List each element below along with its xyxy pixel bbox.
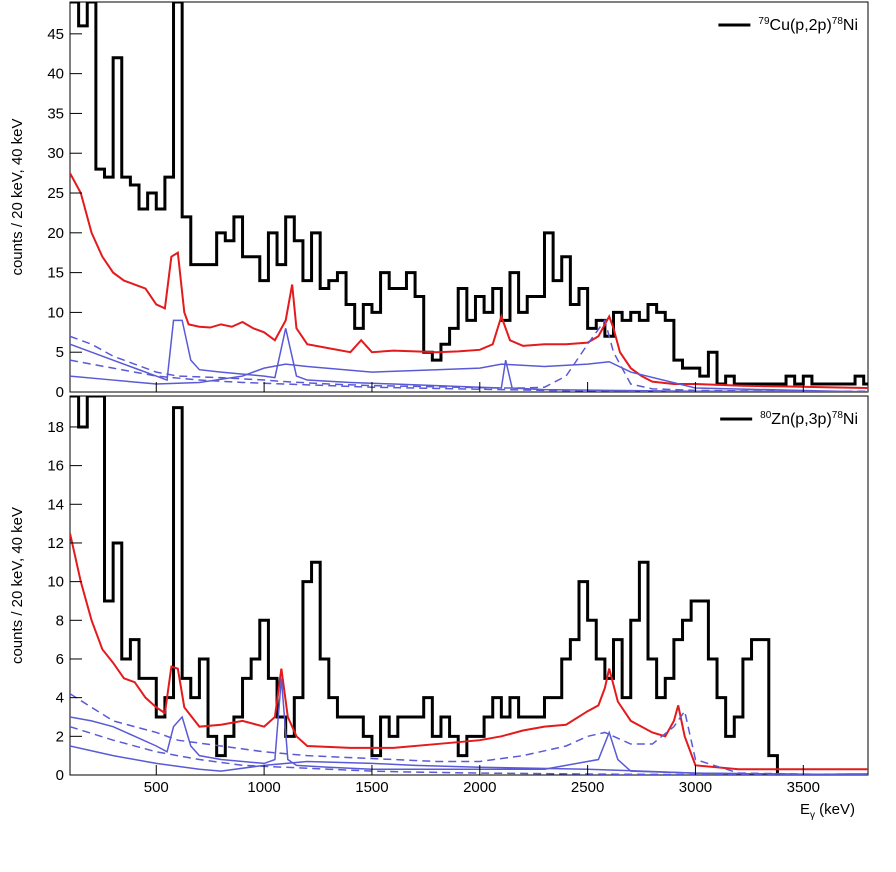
data-histogram-40kev: [70, 396, 868, 775]
bottom-panel: 500 1000 1500 2000 2500 3000 3500 0 2 4 6 8 10 12 14 16…: [9, 395, 869, 796]
y-axis-title: counts / 20 keV, 40 keV: [9, 118, 26, 275]
y-tick-label: 20: [47, 225, 64, 242]
x-tick-label: 2500: [571, 779, 604, 796]
y-tick-label: 10: [47, 574, 64, 591]
component-curve-3: [70, 678, 868, 775]
y-tick-label: 25: [47, 185, 64, 202]
y-tick-label: 2: [56, 728, 64, 745]
y-tick-label: 4: [56, 690, 64, 707]
y-tick-label: 10: [47, 304, 64, 321]
y-tick-label: 12: [47, 535, 64, 552]
x-tick-label: 2000: [463, 779, 496, 796]
plot-area: [70, 2, 868, 392]
component-curve-2: [70, 693, 868, 775]
y-tick-label: 40: [47, 66, 64, 83]
y-tick-label: 30: [47, 145, 64, 162]
component-curve-2: [70, 318, 868, 392]
plot-area: [70, 396, 868, 775]
component-curve-4: [70, 359, 868, 392]
y-tick-label: 35: [47, 105, 64, 122]
y-tick-label: 6: [56, 651, 64, 668]
y-axis-title: counts / 20 keV, 40 keV: [9, 507, 26, 664]
x-tick-label: 500: [144, 779, 169, 796]
y-tick-label: 16: [47, 458, 64, 475]
component-curve-5: [70, 360, 868, 392]
plot-frame: [69, 395, 869, 776]
y-tick-label: 18: [47, 419, 64, 436]
y-tick-label: 5: [56, 344, 64, 361]
y-tick-label: 8: [56, 612, 64, 629]
y-tick-label: 14: [47, 496, 64, 513]
top-panel: 0 5 10 15 20 25 30 35 40 45 counts / 20 keV, 40 ke…: [9, 1, 869, 401]
component-curve-5: [70, 745, 868, 775]
legend-label: 80Zn(p,3p)78Ni: [760, 410, 858, 428]
x-axis-title: Eγ (keV): [800, 801, 855, 821]
data-histogram-40kev: [70, 2, 868, 386]
component-curve-3: [70, 319, 868, 392]
x-tick-label: 3000: [679, 779, 712, 796]
y-tick-label: 0: [56, 384, 64, 401]
y-tick-label: 15: [47, 265, 64, 282]
legend-label: 79Cu(p,2p)78Ni: [758, 16, 858, 34]
fit-total-curve: [70, 533, 868, 771]
x-tick-label: 1000: [247, 779, 280, 796]
y-tick-label: 45: [47, 26, 64, 43]
plot-frame: [69, 1, 869, 393]
x-tick-label: 3500: [787, 779, 820, 796]
x-tick-label: 1500: [355, 779, 388, 796]
y-tick-label: 0: [56, 767, 64, 784]
fit-total-curve: [70, 172, 868, 390]
